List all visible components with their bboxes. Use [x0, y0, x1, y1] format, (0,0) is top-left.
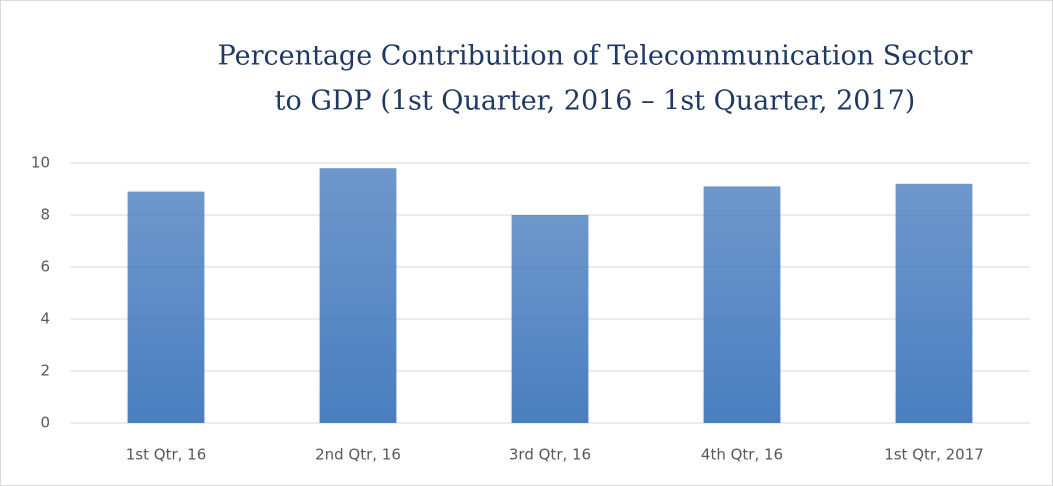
x-tick-label: 2nd Qtr, 16 [315, 446, 401, 464]
y-tick-label: 0 [40, 414, 50, 432]
x-tick-label: 3rd Qtr, 16 [509, 446, 591, 464]
x-tick-label: 4th Qtr, 16 [701, 446, 783, 464]
y-tick-label: 10 [31, 154, 50, 172]
y-tick-label: 4 [40, 310, 50, 328]
chart-title: to GDP (1st Quarter, 2016 – 1st Quarter,… [275, 86, 916, 117]
bar [511, 215, 589, 423]
x-tick-label: 1st Qtr, 16 [126, 446, 207, 464]
bar [895, 183, 973, 423]
chart-title: Percentage Contribuition of Telecommunic… [218, 41, 973, 72]
y-tick-label: 2 [40, 362, 50, 380]
y-tick-label: 8 [40, 206, 50, 224]
y-tick-label: 6 [40, 258, 50, 276]
x-tick-label: 1st Qtr, 2017 [884, 446, 984, 464]
bar [703, 186, 781, 423]
bar [127, 191, 205, 423]
bar [319, 168, 397, 423]
